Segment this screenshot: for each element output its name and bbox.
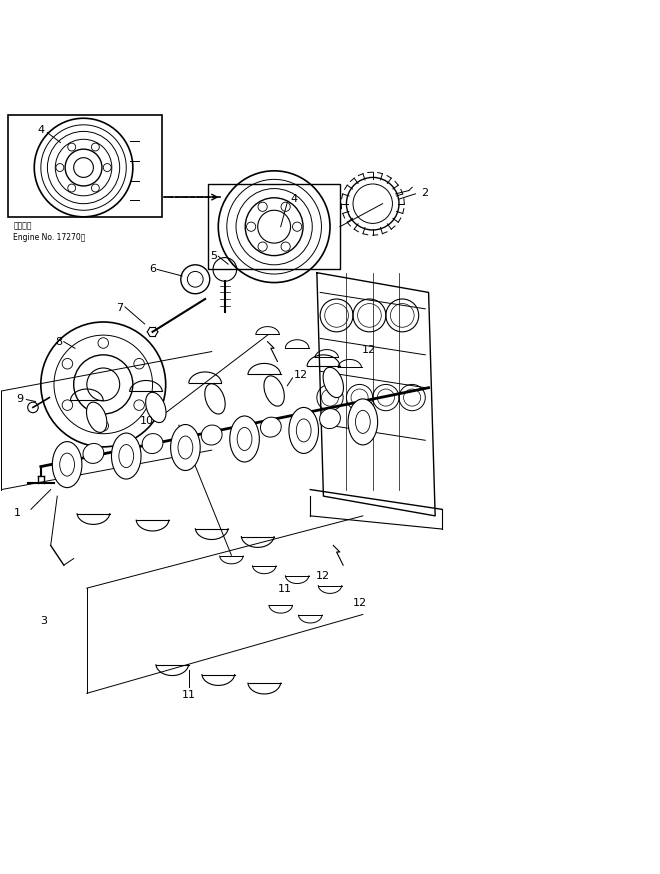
Ellipse shape xyxy=(201,425,222,445)
Ellipse shape xyxy=(237,427,252,450)
Text: 6: 6 xyxy=(149,265,156,274)
Text: 3: 3 xyxy=(41,616,48,626)
Ellipse shape xyxy=(323,367,343,398)
Text: 12: 12 xyxy=(294,370,308,379)
Ellipse shape xyxy=(171,425,200,470)
Ellipse shape xyxy=(264,376,284,406)
Ellipse shape xyxy=(83,443,104,463)
Ellipse shape xyxy=(178,436,193,459)
Ellipse shape xyxy=(289,407,319,454)
Text: 12: 12 xyxy=(362,344,376,355)
Text: 2: 2 xyxy=(420,188,428,198)
Text: 適用号機
Engine No. 17270～: 適用号機 Engine No. 17270～ xyxy=(13,221,86,242)
Text: 10: 10 xyxy=(139,415,153,426)
Ellipse shape xyxy=(261,417,281,437)
Ellipse shape xyxy=(230,416,259,462)
Bar xyxy=(8,115,162,217)
Text: 9: 9 xyxy=(16,394,23,404)
Text: 5: 5 xyxy=(211,251,217,261)
Ellipse shape xyxy=(319,409,341,428)
Ellipse shape xyxy=(296,419,311,442)
Ellipse shape xyxy=(112,433,141,479)
Ellipse shape xyxy=(348,399,378,445)
Text: 12: 12 xyxy=(315,572,329,581)
Ellipse shape xyxy=(142,434,163,454)
Ellipse shape xyxy=(86,402,107,433)
Ellipse shape xyxy=(119,445,134,468)
Text: 1: 1 xyxy=(15,508,21,517)
Text: 11: 11 xyxy=(182,690,196,699)
Text: 4: 4 xyxy=(290,194,298,205)
Text: 4: 4 xyxy=(38,125,45,135)
Text: 12: 12 xyxy=(353,598,367,607)
Text: 11: 11 xyxy=(279,585,292,594)
Ellipse shape xyxy=(59,453,75,476)
Text: 7: 7 xyxy=(116,302,123,313)
Ellipse shape xyxy=(356,411,370,434)
Ellipse shape xyxy=(205,384,225,414)
Ellipse shape xyxy=(146,392,166,422)
Ellipse shape xyxy=(52,441,82,488)
Bar xyxy=(209,184,340,269)
Text: 8: 8 xyxy=(55,336,63,347)
